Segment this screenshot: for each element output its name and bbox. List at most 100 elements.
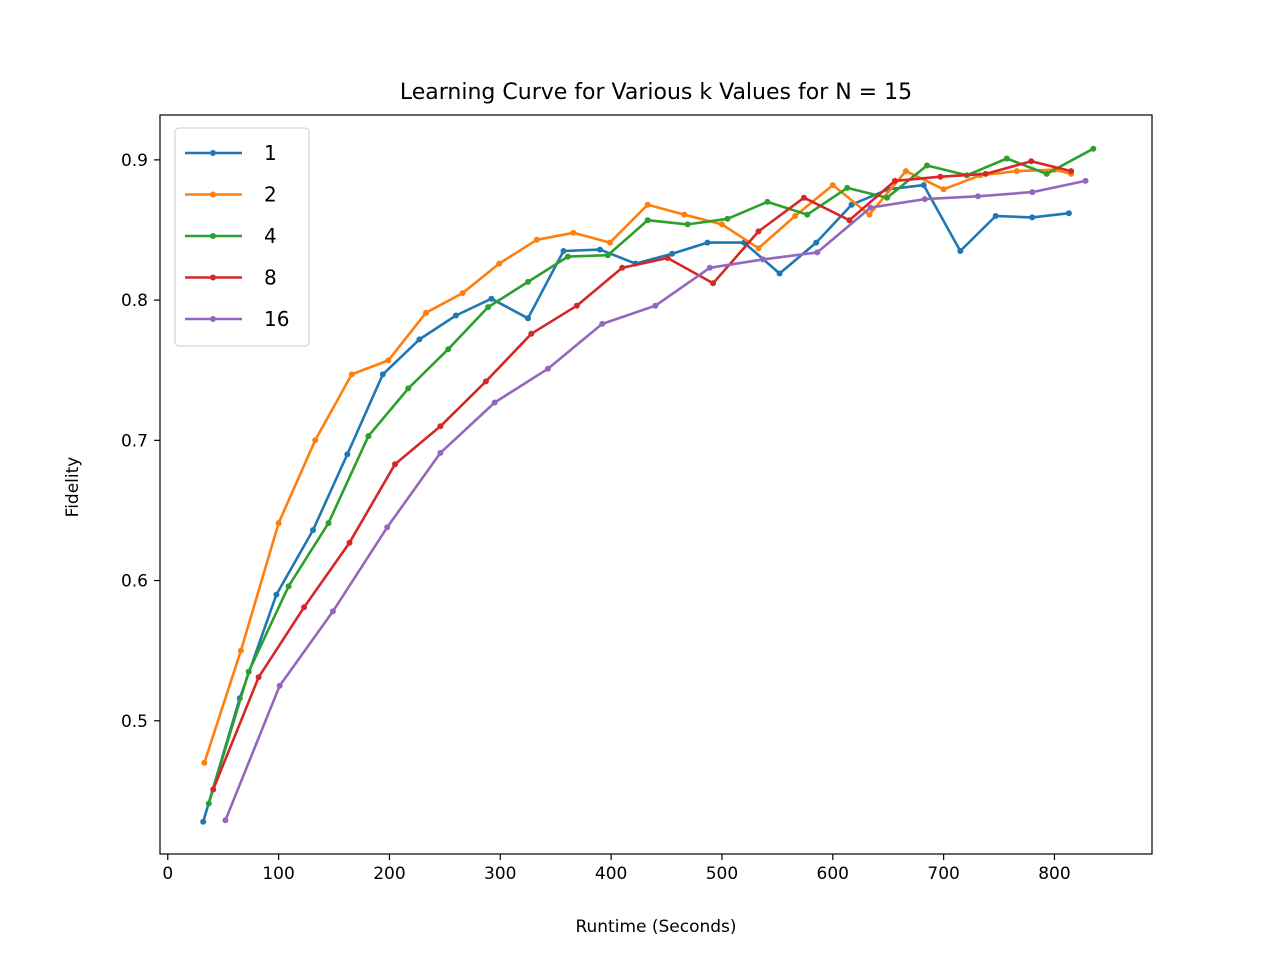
plot-frame — [159, 114, 1153, 855]
data-point — [365, 433, 372, 440]
series-8 — [210, 158, 1075, 793]
data-point — [764, 198, 771, 205]
data-point — [496, 260, 503, 267]
data-point — [285, 583, 292, 590]
data-point — [273, 591, 280, 598]
data-point — [755, 228, 762, 235]
series-line-2 — [203, 168, 1072, 764]
y-tick-label: 0.6 — [121, 572, 148, 592]
data-point — [564, 253, 571, 260]
data-point — [245, 668, 252, 675]
legend-label-8: 8 — [264, 266, 277, 290]
data-point — [325, 520, 332, 527]
data-point — [644, 201, 651, 208]
series-line-16 — [224, 179, 1086, 821]
x-tick-label: 700 — [927, 864, 959, 884]
x-axis-ticks: 0 100 200 300 400 500 600 700 800 — [162, 854, 1071, 884]
chart-title: Learning Curve for Various k Values for … — [400, 80, 912, 105]
x-tick-label: 500 — [706, 864, 738, 884]
data-point — [718, 221, 725, 228]
data-point — [760, 256, 766, 263]
data-point — [604, 252, 611, 259]
series-1 — [200, 182, 1072, 825]
data-point — [482, 378, 489, 385]
y-tick-label: 0.9 — [121, 151, 148, 171]
data-point — [201, 759, 208, 766]
data-point — [652, 302, 659, 309]
data-point — [437, 423, 444, 430]
data-point — [902, 168, 909, 175]
legend-marker — [210, 191, 216, 198]
data-point — [710, 280, 717, 287]
data-point — [1028, 158, 1035, 165]
data-point — [392, 461, 398, 468]
legend-label-4: 4 — [264, 224, 277, 248]
x-tick-label: 800 — [1038, 864, 1070, 884]
data-point — [346, 539, 353, 546]
data-point — [801, 194, 807, 201]
data-point — [525, 278, 531, 285]
data-point — [210, 786, 217, 793]
data-point — [940, 186, 947, 193]
y-tick-label: 0.5 — [121, 712, 148, 732]
data-point — [599, 320, 606, 327]
series-4 — [205, 145, 1097, 807]
data-point — [937, 173, 944, 180]
data-point — [724, 215, 731, 222]
data-point — [664, 255, 671, 261]
data-point — [200, 818, 207, 825]
x-tick-label: 400 — [595, 864, 627, 884]
data-point — [891, 177, 898, 184]
data-point — [813, 239, 820, 246]
data-point — [491, 399, 498, 406]
data-point — [329, 608, 336, 615]
legend-label-16: 16 — [264, 307, 289, 331]
data-point — [437, 449, 444, 456]
data-point — [669, 250, 676, 257]
data-point — [533, 236, 540, 243]
y-axis-ticks: 0.5 0.6 0.7 0.8 0.9 — [121, 151, 160, 732]
y-tick-label: 0.8 — [121, 291, 148, 311]
legend-label-2: 2 — [264, 183, 277, 207]
data-point — [607, 239, 613, 246]
data-point — [814, 249, 821, 256]
legend-marker — [210, 316, 216, 322]
data-point — [310, 527, 316, 534]
data-point — [385, 357, 392, 364]
legend-marker — [210, 274, 216, 281]
data-point — [846, 217, 853, 224]
data-point — [975, 193, 981, 200]
data-point — [957, 248, 964, 254]
data-point — [379, 371, 386, 378]
data-point — [992, 213, 999, 219]
data-point — [276, 682, 283, 689]
data-point — [1065, 210, 1072, 217]
data-point — [867, 204, 874, 211]
data-point — [704, 239, 711, 246]
data-point — [570, 229, 577, 236]
series-layer — [200, 145, 1097, 825]
data-point — [423, 309, 429, 316]
data-point — [1029, 214, 1036, 221]
data-point — [452, 312, 459, 319]
data-point — [681, 211, 688, 218]
data-point — [488, 295, 495, 302]
series-16 — [222, 177, 1089, 824]
series-line-4 — [207, 147, 1094, 804]
data-point — [445, 346, 452, 353]
legend-label-1: 1 — [264, 141, 277, 165]
data-point — [485, 304, 492, 311]
data-point — [544, 365, 551, 372]
data-point — [776, 270, 783, 277]
data-point — [573, 302, 580, 309]
series-line-1 — [201, 183, 1070, 823]
data-point — [459, 290, 466, 297]
data-point — [348, 371, 355, 378]
data-point — [792, 213, 799, 219]
data-point — [1090, 145, 1097, 152]
legend: 1 2 4 8 16 — [174, 127, 310, 347]
x-axis-label: Runtime (Seconds) — [575, 917, 736, 937]
data-point — [866, 211, 873, 218]
data-point — [644, 217, 651, 224]
